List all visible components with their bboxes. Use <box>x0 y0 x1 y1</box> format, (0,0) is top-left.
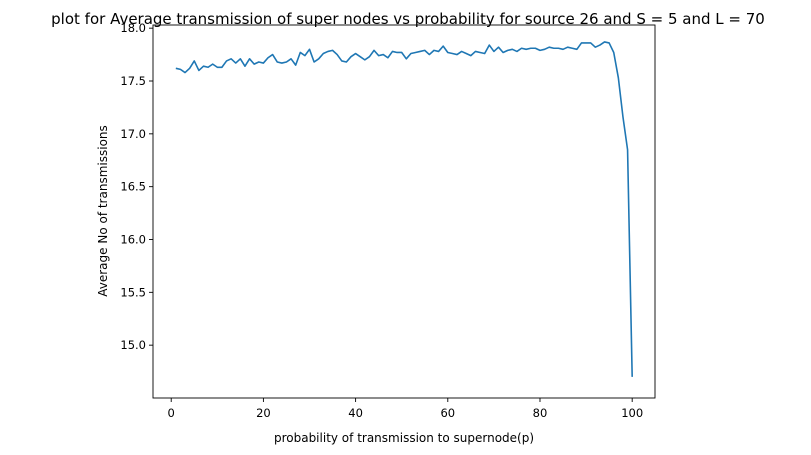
y-tick-label: 15.0 <box>120 338 146 352</box>
y-tick-label: 17.5 <box>120 74 146 88</box>
plot-frame <box>152 24 656 399</box>
x-tick-label: 0 <box>168 406 175 420</box>
plot-area <box>152 24 656 399</box>
y-tick-label: 16.5 <box>120 180 146 194</box>
x-tick-label: 40 <box>348 406 363 420</box>
chart-title: plot for Average transmission of super n… <box>51 10 765 28</box>
x-tick-label: 100 <box>621 406 643 420</box>
x-axis-ticks: 0 20 40 60 80 100 <box>168 398 643 420</box>
x-axis-label: probability of transmission to supernode… <box>274 431 534 445</box>
series-layer <box>175 41 633 377</box>
y-tick-label: 15.5 <box>120 285 146 299</box>
y-tick-label: 18.0 <box>120 21 146 35</box>
x-tick-label: 20 <box>256 406 271 420</box>
series-line <box>175 41 633 377</box>
y-tick-label: 17.0 <box>120 127 146 141</box>
y-tick-label: 16.0 <box>120 233 146 247</box>
y-axis-ticks: 15.0 15.5 16.0 16.5 17.0 17.5 18.0 <box>120 21 153 352</box>
x-tick-label: 80 <box>533 406 548 420</box>
x-tick-label: 60 <box>440 406 455 420</box>
y-axis-label: Average No of transmissions <box>96 125 110 297</box>
